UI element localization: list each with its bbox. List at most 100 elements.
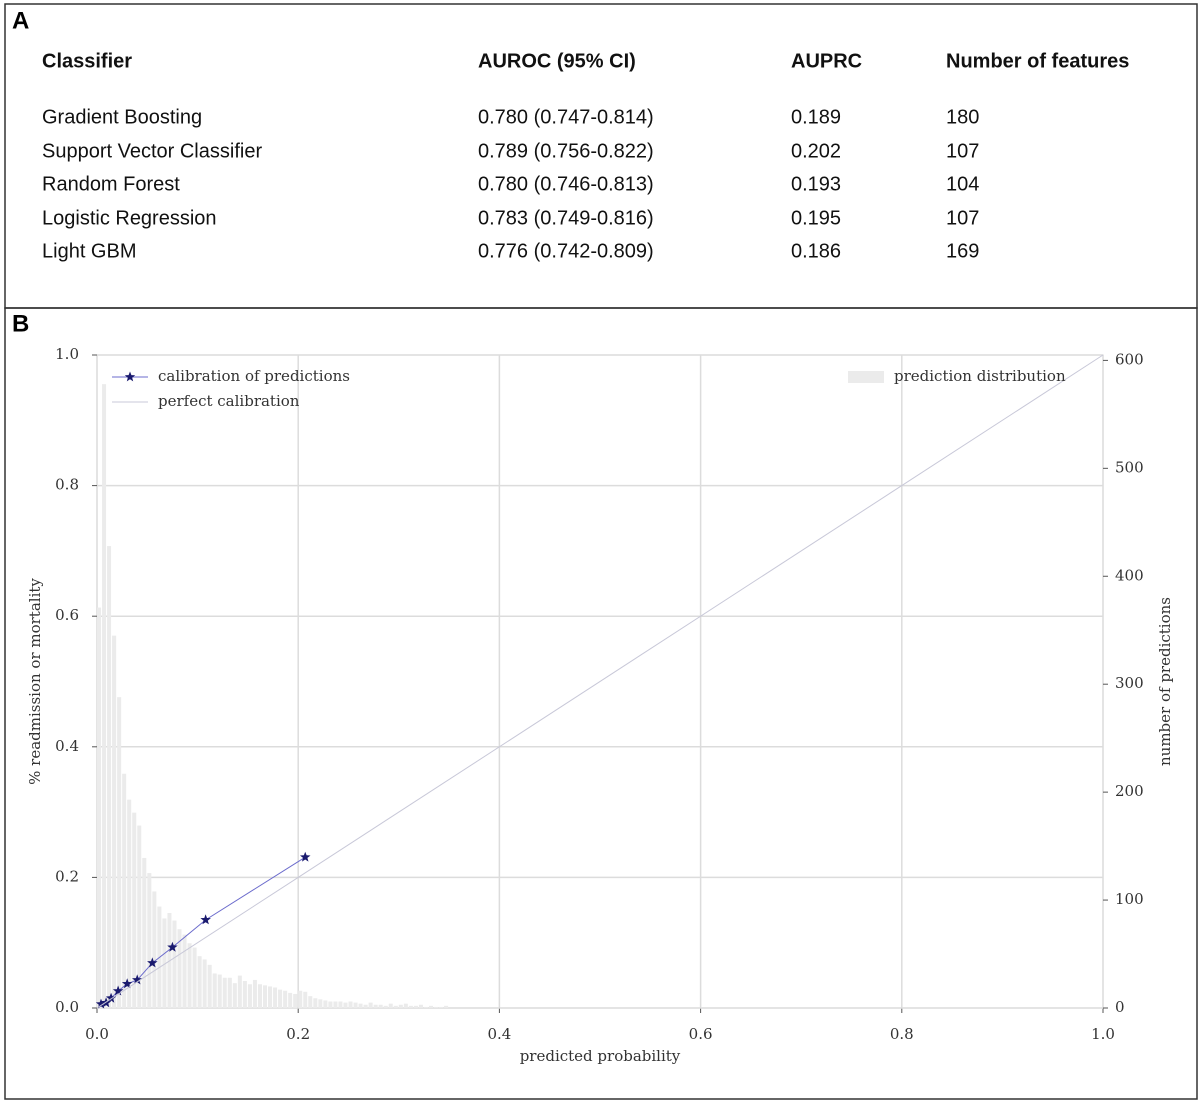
table-cell: 0.186 xyxy=(791,240,841,262)
y-axis-label: % readmission or mortality xyxy=(26,578,44,785)
table-cell: 0.202 xyxy=(791,140,841,162)
histogram-bar xyxy=(408,1005,413,1008)
table-cell: Light GBM xyxy=(42,240,136,262)
histogram-bar xyxy=(439,1006,444,1008)
y2-tick-label: 500 xyxy=(1115,458,1144,476)
legend-swatch xyxy=(124,371,136,382)
panel-label: A xyxy=(12,7,29,34)
table-cell: 180 xyxy=(946,106,979,128)
histogram-bar xyxy=(122,773,127,1008)
y-tick-label: 0.6 xyxy=(55,606,79,624)
y2-tick-label: 400 xyxy=(1115,566,1144,584)
histogram-bar xyxy=(107,546,112,1008)
series-line xyxy=(96,354,1104,1009)
star-marker xyxy=(200,914,211,925)
histogram-bar xyxy=(273,987,278,1008)
histogram-bar xyxy=(192,947,197,1008)
histogram-bar xyxy=(207,964,212,1008)
histogram-bar xyxy=(182,934,187,1008)
y-tick-label: 0.0 xyxy=(55,998,79,1016)
histogram-bar xyxy=(217,974,222,1008)
histogram-bar xyxy=(338,1001,343,1008)
histogram-bar xyxy=(283,990,288,1008)
histogram-bar xyxy=(187,943,192,1008)
histogram-bar xyxy=(403,1003,408,1008)
histogram-bar xyxy=(388,1003,393,1008)
table: Classifier AUROC (95% CI) AUPRC Number of f… xyxy=(42,50,1129,262)
panel-label: B xyxy=(12,310,29,337)
histogram-bar xyxy=(232,983,237,1008)
histogram-bar xyxy=(434,1006,439,1008)
star-marker xyxy=(300,851,311,862)
histogram-bar xyxy=(333,1001,338,1008)
histogram-bar xyxy=(328,1001,333,1008)
histogram-bar xyxy=(112,635,117,1008)
y-tick-label: 1.0 xyxy=(55,345,79,363)
histogram-bar xyxy=(142,857,147,1008)
histogram-bar xyxy=(197,956,202,1008)
table-cell: Gradient Boosting xyxy=(42,106,202,128)
histogram-bar xyxy=(137,825,142,1008)
table-header: AUROC (95% CI) xyxy=(478,50,636,72)
table-cell: 0.780 (0.747-0.814) xyxy=(478,106,654,128)
histogram-bar xyxy=(227,977,232,1008)
histogram-bar xyxy=(222,977,227,1008)
histogram-bar xyxy=(268,986,273,1008)
histogram-bar xyxy=(353,1002,358,1008)
histogram-bar xyxy=(413,1005,418,1008)
histogram-bar xyxy=(298,990,303,1008)
table-cell: Logistic Regression xyxy=(42,207,217,229)
star-marker xyxy=(132,974,143,985)
panel-b-frame xyxy=(4,307,1198,1100)
table-cell: Random Forest xyxy=(42,173,180,195)
histogram-bar xyxy=(323,1000,328,1008)
table-cell: 0.776 (0.742-0.809) xyxy=(478,240,654,262)
histogram-bar xyxy=(247,984,252,1008)
star-marker xyxy=(95,998,107,1009)
star-marker xyxy=(105,992,117,1003)
legend-swatch xyxy=(848,371,884,383)
histogram-bar xyxy=(308,996,313,1008)
histogram-bar xyxy=(368,1002,373,1008)
y-tick-label: 0.8 xyxy=(55,476,79,494)
histogram-bar xyxy=(242,981,247,1008)
star-marker xyxy=(147,957,158,968)
histogram-bar xyxy=(127,799,132,1008)
x-tick-label: 1.0 xyxy=(1091,1025,1115,1043)
x-tick-label: 0.0 xyxy=(85,1025,109,1043)
histogram-bar xyxy=(288,992,293,1008)
chart: 0.0 0.2 0.4 0.6 0.8 1.00.00.20.40.60.81.00100… xyxy=(26,345,1174,1065)
x-axis-label: predicted probability xyxy=(520,1047,681,1065)
table-cell: 104 xyxy=(946,173,979,195)
star-marker xyxy=(112,985,124,996)
table-header: Number of features xyxy=(946,50,1129,72)
histogram-bar xyxy=(117,697,122,1008)
histogram-bar xyxy=(177,929,182,1008)
histogram-bar xyxy=(428,1005,434,1008)
y2-axis-label: number of predictions xyxy=(1156,597,1174,766)
table-cell: 0.780 (0.746-0.813) xyxy=(478,173,654,195)
star-marker xyxy=(167,941,178,952)
histogram-bar xyxy=(398,1004,403,1008)
histogram-bar xyxy=(293,993,298,1008)
table-header: AUPRC xyxy=(791,50,862,72)
table-cell: 169 xyxy=(946,240,979,262)
histogram-bar xyxy=(423,1006,428,1008)
histogram-bar xyxy=(343,1002,348,1008)
histogram-bar xyxy=(373,1004,378,1008)
histogram-bar xyxy=(212,973,217,1008)
histogram-bar xyxy=(172,920,177,1008)
legend-label: calibration of predictions xyxy=(158,367,350,385)
histogram-bar xyxy=(363,1004,368,1008)
table-cell: 0.789 (0.756-0.822) xyxy=(478,140,654,162)
histogram-bar xyxy=(383,1005,388,1008)
table-cell: Support Vector Classifier xyxy=(42,140,262,162)
legend-label: perfect calibration xyxy=(158,392,300,410)
legend-label: prediction distribution xyxy=(894,367,1066,385)
x-tick-label: 0.4 xyxy=(487,1025,511,1043)
histogram-bar xyxy=(97,607,102,1008)
y-tick-label: 0.4 xyxy=(55,737,79,755)
histogram-bar xyxy=(237,975,242,1008)
y2-tick-label: 0 xyxy=(1115,998,1125,1016)
histogram-bar xyxy=(257,984,262,1008)
